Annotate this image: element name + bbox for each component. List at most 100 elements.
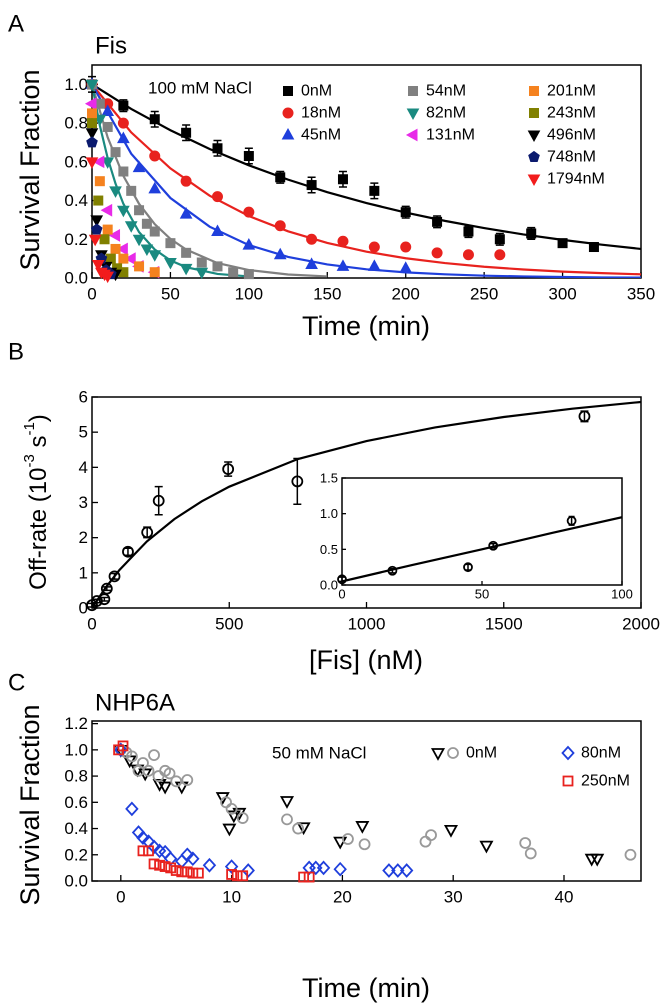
data-point	[186, 851, 200, 867]
data-point	[358, 838, 371, 851]
y-tick-label: 0.0	[64, 269, 88, 288]
data-point	[355, 821, 370, 834]
data-point	[85, 128, 99, 140]
x-tick-label: 50	[475, 587, 489, 602]
data-point	[86, 136, 98, 148]
data-point	[222, 463, 235, 475]
y-tick-label: 1.0	[64, 75, 88, 94]
data-point	[101, 271, 115, 284]
data-point	[108, 570, 121, 583]
data-point	[87, 118, 97, 129]
x-tick-label: 100	[611, 587, 633, 602]
x-tick-label: 1000	[348, 615, 386, 634]
fit-line	[92, 83, 641, 278]
data-point	[399, 863, 414, 878]
panel-label: A	[8, 11, 24, 38]
data-point	[88, 234, 102, 247]
data-point	[181, 127, 192, 138]
data-point	[180, 847, 195, 863]
y-tick-label: 6	[79, 388, 88, 407]
data-point	[159, 861, 171, 872]
data-point	[122, 545, 134, 558]
legend-marker	[430, 748, 446, 761]
data-point	[432, 216, 443, 227]
data-point	[101, 157, 115, 169]
data-point	[225, 802, 238, 815]
data-point	[298, 871, 310, 883]
x-tick-label: 150	[313, 285, 341, 304]
data-point	[578, 410, 591, 423]
data-point	[154, 859, 165, 871]
y-tick-label: 2	[79, 528, 88, 547]
data-point	[273, 247, 287, 260]
data-point	[125, 801, 139, 817]
data-point	[243, 206, 255, 218]
y-tick-label: 0.6	[64, 793, 88, 812]
data-point	[124, 221, 138, 233]
data-point	[118, 253, 129, 264]
x-tick-label: 10	[222, 888, 241, 907]
x-tick-label: 250	[470, 285, 498, 304]
data-point	[90, 215, 104, 227]
x-tick-label: 20	[333, 888, 352, 907]
data-point	[400, 241, 412, 253]
data-point	[102, 121, 113, 132]
data-point	[242, 238, 256, 250]
data-point	[274, 220, 286, 232]
y-axis-label-part: )	[25, 414, 52, 422]
data-point	[117, 205, 130, 218]
data-point	[237, 870, 249, 882]
data-point	[93, 114, 107, 127]
data-point	[368, 241, 380, 253]
x-tick-label: 0	[338, 587, 345, 602]
x-axis-label: Time (min)	[302, 311, 430, 341]
data-point	[105, 253, 116, 264]
data-point	[226, 869, 238, 880]
data-point	[303, 871, 315, 883]
data-point	[425, 829, 437, 841]
y-tick-label: 0.6	[64, 152, 88, 171]
data-point	[228, 267, 239, 278]
data-point	[134, 205, 145, 216]
data-point	[305, 257, 318, 269]
data-point	[236, 812, 249, 824]
data-point	[148, 858, 160, 870]
data-point	[116, 242, 128, 256]
data-point	[101, 104, 115, 116]
y-tick-label: 1.0	[320, 506, 338, 521]
data-point	[165, 238, 176, 249]
data-point	[212, 143, 223, 154]
data-point	[196, 257, 207, 268]
legend-marker	[528, 150, 540, 162]
data-point	[524, 847, 537, 860]
data-point	[462, 249, 474, 261]
x-tick-label: 0	[87, 285, 96, 304]
chart-title: NHP6A	[95, 690, 175, 717]
y-tick-label: 5	[79, 423, 88, 442]
data-point	[479, 840, 494, 854]
data-point	[126, 185, 137, 196]
y-tick-label: 0	[79, 599, 88, 618]
data-point	[137, 757, 149, 769]
data-point	[382, 863, 396, 878]
x-tick-label: 100	[235, 285, 263, 304]
data-point	[624, 848, 637, 861]
data-point	[296, 822, 311, 836]
x-tick-label: 300	[548, 285, 576, 304]
y-tick-label: 1.0	[64, 740, 88, 759]
data-point	[142, 764, 155, 777]
y-tick-label: 3	[79, 493, 88, 512]
plot-frame	[91, 720, 642, 882]
panel-label: B	[8, 339, 24, 366]
legend-label: 496nM	[547, 127, 596, 144]
y-tick-label: 0.8	[64, 114, 88, 133]
legend-marker	[281, 127, 295, 140]
y-tick-label: 1	[79, 563, 88, 582]
data-point	[275, 172, 286, 183]
legend-marker	[408, 86, 418, 96]
data-point	[211, 224, 224, 237]
data-point	[337, 574, 347, 585]
x-tick-label: 50	[161, 285, 180, 304]
y-tick-label: 0.0	[320, 578, 338, 593]
